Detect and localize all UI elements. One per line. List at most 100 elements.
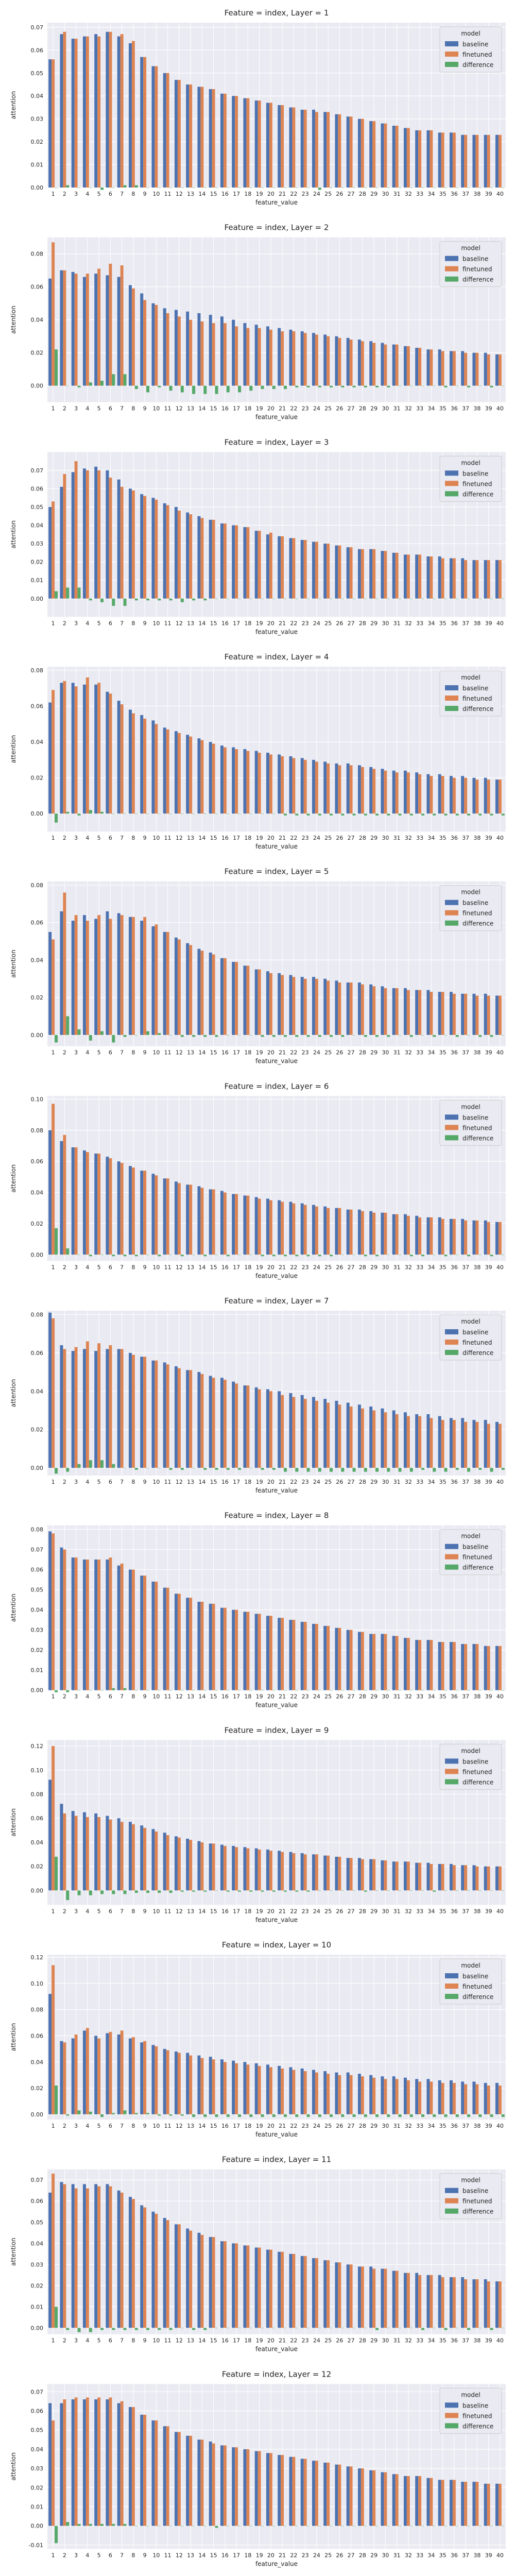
- bar-difference-5: [100, 2114, 104, 2117]
- x-tick-label: 26: [336, 1264, 343, 1270]
- bar-baseline-25: [323, 334, 327, 386]
- bar-baseline-9: [140, 2414, 144, 2526]
- bar-difference-37: [467, 2328, 471, 2330]
- x-tick-label: 35: [439, 620, 447, 626]
- plot-background: [47, 1740, 506, 1905]
- bar-finetuned-30: [384, 770, 387, 814]
- bar-finetuned-36: [452, 2480, 456, 2526]
- bar-finetuned-36: [452, 1420, 456, 1468]
- y-tick-label: 0.00: [31, 1887, 44, 1894]
- y-tick-label: 0.04: [31, 317, 44, 324]
- bar-difference-39: [490, 1255, 493, 1257]
- x-tick-label: 36: [451, 1693, 458, 1700]
- x-tick-label: 37: [462, 620, 469, 626]
- bar-difference-35: [444, 2114, 448, 2117]
- bar-difference-3: [77, 587, 81, 599]
- x-tick-label: 6: [109, 1479, 112, 1485]
- x-tick-label: 18: [244, 2337, 251, 2344]
- legend-title: model: [461, 1533, 480, 1540]
- x-tick-label: 18: [244, 2123, 251, 2129]
- bar-finetuned-5: [97, 36, 101, 188]
- bar-finetuned-37: [464, 1865, 468, 1891]
- legend-label-baseline: baseline: [462, 685, 488, 692]
- bar-baseline-37: [461, 1865, 465, 1891]
- bar-difference-16: [226, 385, 230, 393]
- bar-difference-17: [238, 385, 242, 393]
- x-tick-label: 22: [290, 1908, 297, 1914]
- bar-baseline-18: [243, 2062, 247, 2114]
- bar-baseline-29: [369, 1406, 373, 1468]
- bar-finetuned-22: [292, 2456, 296, 2526]
- x-tick-label: 14: [198, 2337, 205, 2344]
- bar-finetuned-32: [406, 772, 410, 814]
- bar-finetuned-28: [360, 118, 364, 188]
- bar-finetuned-21: [281, 2455, 284, 2526]
- bar-baseline-1: [48, 1312, 52, 1468]
- bar-finetuned-18: [246, 965, 250, 1035]
- x-tick-label: 6: [109, 191, 112, 197]
- bar-baseline-17: [232, 1194, 235, 1255]
- bar-difference-9: [146, 385, 150, 393]
- bar-finetuned-40: [498, 134, 502, 188]
- bar-baseline-21: [278, 1391, 281, 1468]
- x-tick-label: 22: [290, 405, 297, 412]
- bar-finetuned-20: [269, 1851, 272, 1891]
- x-tick-label: 34: [427, 405, 435, 412]
- bar-finetuned-15: [212, 519, 215, 599]
- bar-difference-23: [306, 1690, 310, 1691]
- x-tick-label: 17: [233, 2123, 240, 2129]
- y-tick-label: 0.02: [31, 2085, 44, 2092]
- x-tick-label: 25: [324, 1693, 332, 1700]
- bar-baseline-20: [266, 2064, 269, 2114]
- x-tick-label: 21: [279, 835, 286, 841]
- bar-baseline-9: [140, 57, 144, 188]
- legend-swatch-finetuned: [445, 52, 458, 57]
- y-tick-label: 0.06: [31, 703, 44, 710]
- bar-baseline-1: [48, 702, 52, 814]
- bar-finetuned-8: [131, 2199, 135, 2328]
- x-tick-label: 2: [63, 405, 66, 412]
- bar-finetuned-8: [131, 2037, 135, 2114]
- bar-baseline-20: [266, 1198, 269, 1255]
- x-tick-label: 32: [405, 620, 412, 626]
- bar-baseline-19: [254, 2451, 258, 2526]
- x-tick-label: 15: [210, 2123, 217, 2129]
- x-tick-label: 40: [496, 2552, 504, 2558]
- bar-difference-12: [180, 1690, 184, 1691]
- bar-difference-37: [467, 1890, 471, 1891]
- legend-title: model: [461, 1103, 480, 1110]
- bar-finetuned-28: [360, 1632, 364, 1690]
- x-tick-label: 28: [359, 2552, 366, 2558]
- bar-difference-19: [261, 1468, 264, 1470]
- x-tick-label: 33: [416, 2123, 423, 2129]
- x-tick-label: 39: [485, 1908, 492, 1914]
- bar-difference-18: [249, 2526, 253, 2527]
- bar-finetuned-40: [498, 779, 502, 814]
- x-tick-label: 18: [244, 1693, 251, 1700]
- bar-finetuned-27: [349, 1406, 353, 1468]
- y-tick-label: 0.02: [31, 1647, 44, 1654]
- x-tick-label: 23: [302, 620, 309, 626]
- bar-difference-4: [89, 810, 92, 814]
- x-tick-label: 8: [131, 1693, 135, 1700]
- x-tick-label: 21: [279, 2552, 286, 2558]
- legend-swatch-difference: [445, 491, 458, 497]
- x-tick-label: 39: [485, 191, 492, 197]
- bar-finetuned-37: [464, 777, 468, 814]
- bar-difference-27: [352, 1890, 356, 1891]
- bar-finetuned-31: [395, 552, 399, 599]
- bar-baseline-2: [60, 486, 63, 599]
- x-tick-label: 5: [97, 1693, 101, 1700]
- x-tick-label: 31: [393, 835, 401, 841]
- x-tick-label: 6: [109, 2123, 112, 2129]
- bar-baseline-16: [220, 1378, 224, 1468]
- bar-baseline-28: [357, 1858, 361, 1891]
- bar-baseline-21: [278, 1200, 281, 1255]
- bar-finetuned-9: [143, 2414, 147, 2526]
- bar-baseline-15: [209, 1189, 212, 1255]
- bar-baseline-37: [461, 2277, 465, 2328]
- bar-finetuned-19: [258, 1849, 261, 1891]
- bar-difference-28: [364, 2114, 367, 2117]
- bar-difference-8: [134, 1035, 138, 1036]
- x-tick-label: 13: [187, 620, 194, 626]
